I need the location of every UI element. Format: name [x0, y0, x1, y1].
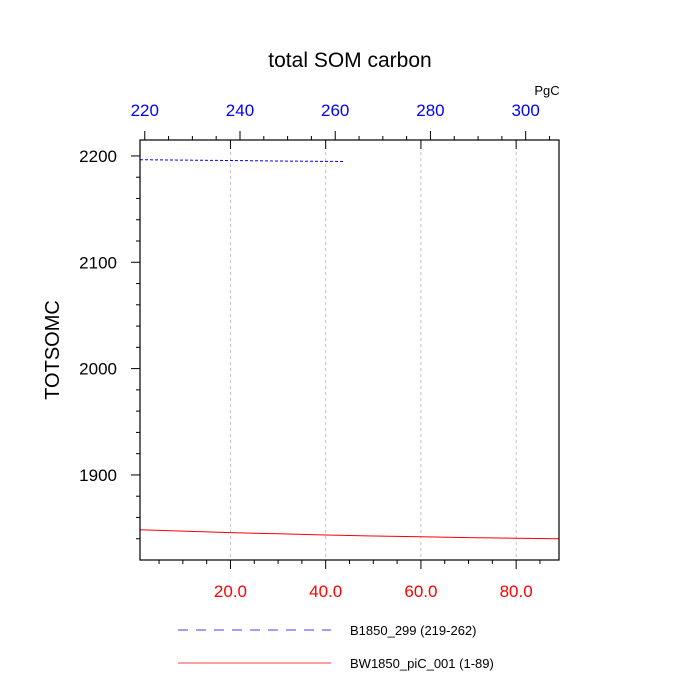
top-tick-label: 220: [131, 101, 159, 120]
top-tick-label: 240: [226, 101, 254, 120]
series-line: [139, 159, 345, 162]
y-axis-label: TOTSOMC: [42, 300, 64, 400]
legend-label: B1850_299 (219-262): [350, 623, 477, 638]
plot-frame: [139, 139, 560, 561]
legend: B1850_299 (219-262) BW1850_piC_001 (1-89): [178, 623, 494, 671]
top-tick-label: 300: [511, 101, 539, 120]
left-tick-label: 1900: [79, 466, 117, 485]
bottom-tick-label: 40.0: [309, 582, 342, 601]
left-tick-label: 2200: [79, 147, 117, 166]
series-line: [139, 529, 560, 540]
top-tick-label: 260: [321, 101, 349, 120]
bottom-tick-label: 20.0: [214, 582, 247, 601]
legend-label: BW1850_piC_001 (1-89): [350, 656, 494, 671]
left-tick-label: 2100: [79, 253, 117, 272]
top-tick-label: 280: [416, 101, 444, 120]
left-tick-label: 2000: [79, 360, 117, 379]
axis-ticks: [131, 131, 550, 569]
bottom-tick-label: 60.0: [404, 582, 437, 601]
grid: [230, 140, 517, 560]
chart-title: total SOM carbon: [268, 49, 431, 72]
bottom-tick-label: 80.0: [500, 582, 533, 601]
units-label: PgC: [534, 83, 559, 98]
tick-labels: 20.0 40.0 60.0 80.0 220 240 260 280 300 1900 2000 2…: [79, 101, 540, 601]
series-lines: [139, 159, 560, 540]
